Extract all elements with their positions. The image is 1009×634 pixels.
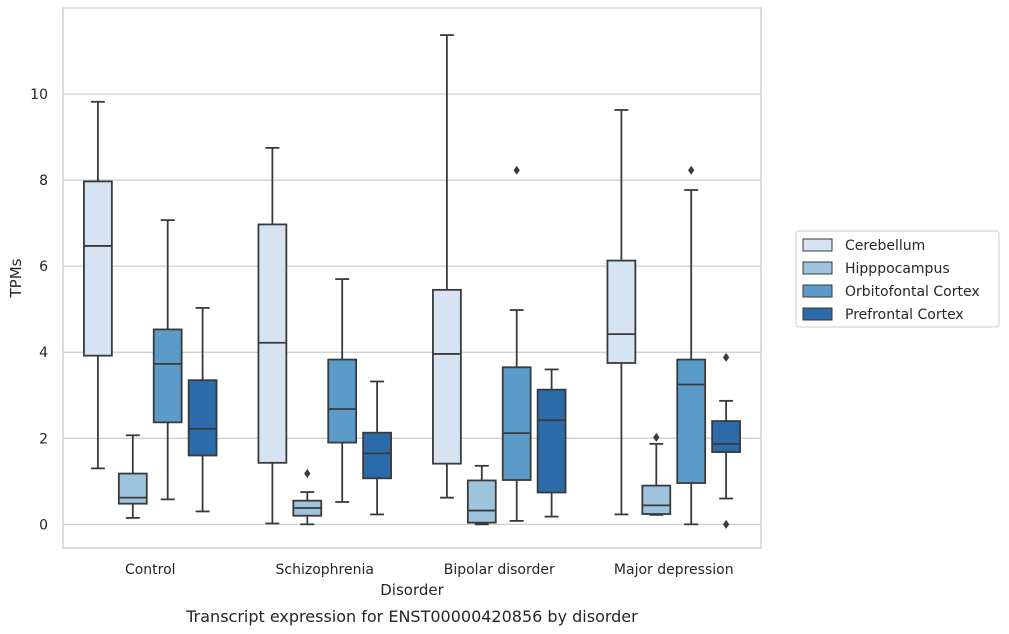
y-tick-label: 6 xyxy=(39,259,48,275)
box-group xyxy=(432,34,567,526)
y-tick-label: 0 xyxy=(39,517,48,533)
box xyxy=(466,479,497,524)
y-tick-label: 2 xyxy=(39,431,48,447)
box xyxy=(711,420,741,453)
legend-frame xyxy=(795,230,1000,328)
outlier-point xyxy=(722,352,730,362)
x-tick-label: Schizophrenia xyxy=(276,562,374,578)
box-group xyxy=(606,109,741,529)
y-tick-label: 4 xyxy=(39,345,48,361)
outlier-point xyxy=(304,469,311,479)
box xyxy=(327,358,358,444)
outlier-point xyxy=(653,432,660,442)
box-groups xyxy=(83,34,741,529)
box xyxy=(641,484,672,515)
outlier-point xyxy=(688,165,695,175)
box-group xyxy=(257,146,392,526)
y-tick-label: 8 xyxy=(39,173,48,189)
box xyxy=(501,366,532,481)
plot-area xyxy=(62,7,762,549)
legend-swatch xyxy=(802,284,833,298)
box xyxy=(606,259,637,364)
x-tick-label: Bipolar disorder xyxy=(444,562,555,578)
x-tick-label: Control xyxy=(125,562,176,578)
y-tick-labels: 0 2 4 6 8 10 xyxy=(30,87,48,533)
box xyxy=(676,358,707,484)
box xyxy=(362,431,392,480)
legend-label: Hipppocampus xyxy=(845,261,950,277)
box xyxy=(152,328,183,424)
legend-label: Cerebellum xyxy=(845,238,925,254)
chart-caption: Transcript expression for ENST0000042085… xyxy=(185,607,638,626)
y-axis-title: TPMs xyxy=(7,258,25,298)
box xyxy=(83,180,113,357)
x-tick-labels: Control Schizophrenia Bipolar disorder Majo… xyxy=(125,562,734,578)
legend-swatch xyxy=(802,238,833,252)
box-group xyxy=(83,100,218,519)
box xyxy=(432,288,462,465)
legend: Cerebellum Hipppocampus Orbitofontal Corte… xyxy=(795,230,1000,328)
x-axis-title: Disorder xyxy=(380,581,444,599)
x-tick-label: Major depression xyxy=(614,562,734,578)
legend-label: Prefrontal Cortex xyxy=(845,307,964,323)
box xyxy=(187,379,218,457)
box xyxy=(536,388,567,494)
legend-entries: Cerebellum Hipppocampus Orbitofontal Corte… xyxy=(802,238,980,323)
y-tick-label: 10 xyxy=(30,87,48,103)
outlier-point xyxy=(722,519,730,529)
legend-label: Orbitofontal Cortex xyxy=(845,284,980,300)
legend-swatch xyxy=(802,307,833,321)
outlier-point xyxy=(513,165,520,175)
box xyxy=(117,472,148,505)
legend-swatch xyxy=(802,261,833,275)
